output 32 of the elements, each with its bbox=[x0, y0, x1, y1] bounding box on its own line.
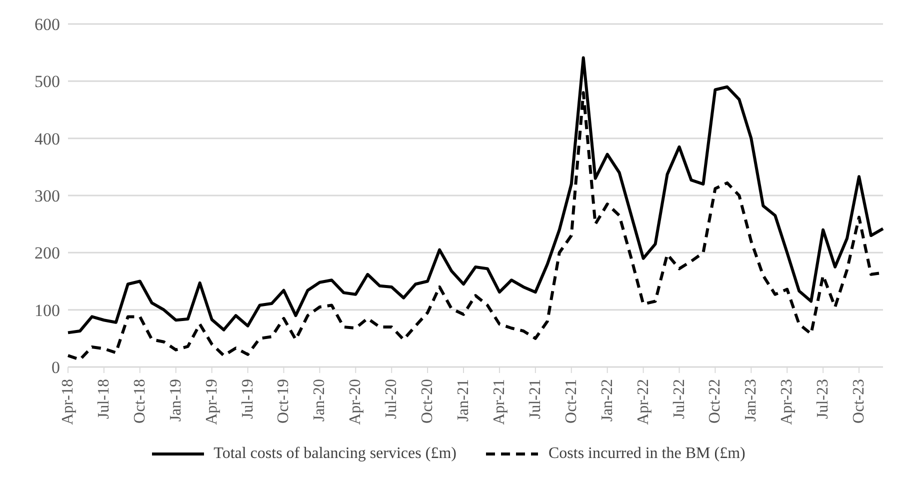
x-tick-label: Jul-19 bbox=[239, 379, 256, 419]
x-tick-label: Jan-20 bbox=[311, 379, 328, 422]
x-tick-label: Apr-18 bbox=[60, 379, 76, 425]
x-tick-label: Jul-22 bbox=[670, 379, 688, 419]
x-tick-label: Jul-23 bbox=[814, 379, 832, 419]
x-tick-label: Apr-20 bbox=[347, 379, 364, 425]
y-tick-label: 300 bbox=[34, 186, 60, 206]
y-tick-label: 600 bbox=[34, 15, 60, 34]
x-tick-label: Apr-19 bbox=[203, 379, 220, 425]
x-tick-label: Jan-19 bbox=[167, 379, 184, 422]
x-tick-label: Apr-22 bbox=[634, 379, 652, 425]
legend-label: Costs incurred in the BM (£m) bbox=[548, 445, 746, 463]
x-tick-label: Oct-18 bbox=[131, 379, 148, 424]
x-tick-label: Jan-23 bbox=[742, 379, 760, 422]
x-tick-label: Jan-22 bbox=[598, 379, 616, 422]
y-tick-label: 200 bbox=[34, 244, 60, 263]
y-tick-label: 500 bbox=[34, 72, 60, 92]
x-tick-label: Jul-18 bbox=[95, 379, 112, 419]
y-tick-label: 0 bbox=[52, 358, 60, 378]
x-tick-label: Oct-21 bbox=[562, 379, 580, 424]
x-tick-label: Apr-23 bbox=[778, 379, 796, 425]
x-tick-label: Oct-19 bbox=[275, 379, 292, 424]
x-tick-label: Jul-20 bbox=[383, 379, 400, 419]
x-tick-label: Jul-21 bbox=[526, 379, 544, 419]
x-tick-label: Oct-23 bbox=[850, 379, 868, 424]
y-tick-label: 100 bbox=[34, 300, 60, 320]
x-tick-label: Jan-21 bbox=[455, 379, 472, 422]
x-tick-label: Oct-20 bbox=[419, 379, 436, 424]
x-tick-label: Apr-21 bbox=[490, 379, 508, 425]
x-tick-label: Oct-22 bbox=[706, 379, 724, 424]
y-tick-label: 400 bbox=[34, 129, 60, 148]
legend-label: Total costs of balancing services (£m) bbox=[214, 445, 456, 463]
